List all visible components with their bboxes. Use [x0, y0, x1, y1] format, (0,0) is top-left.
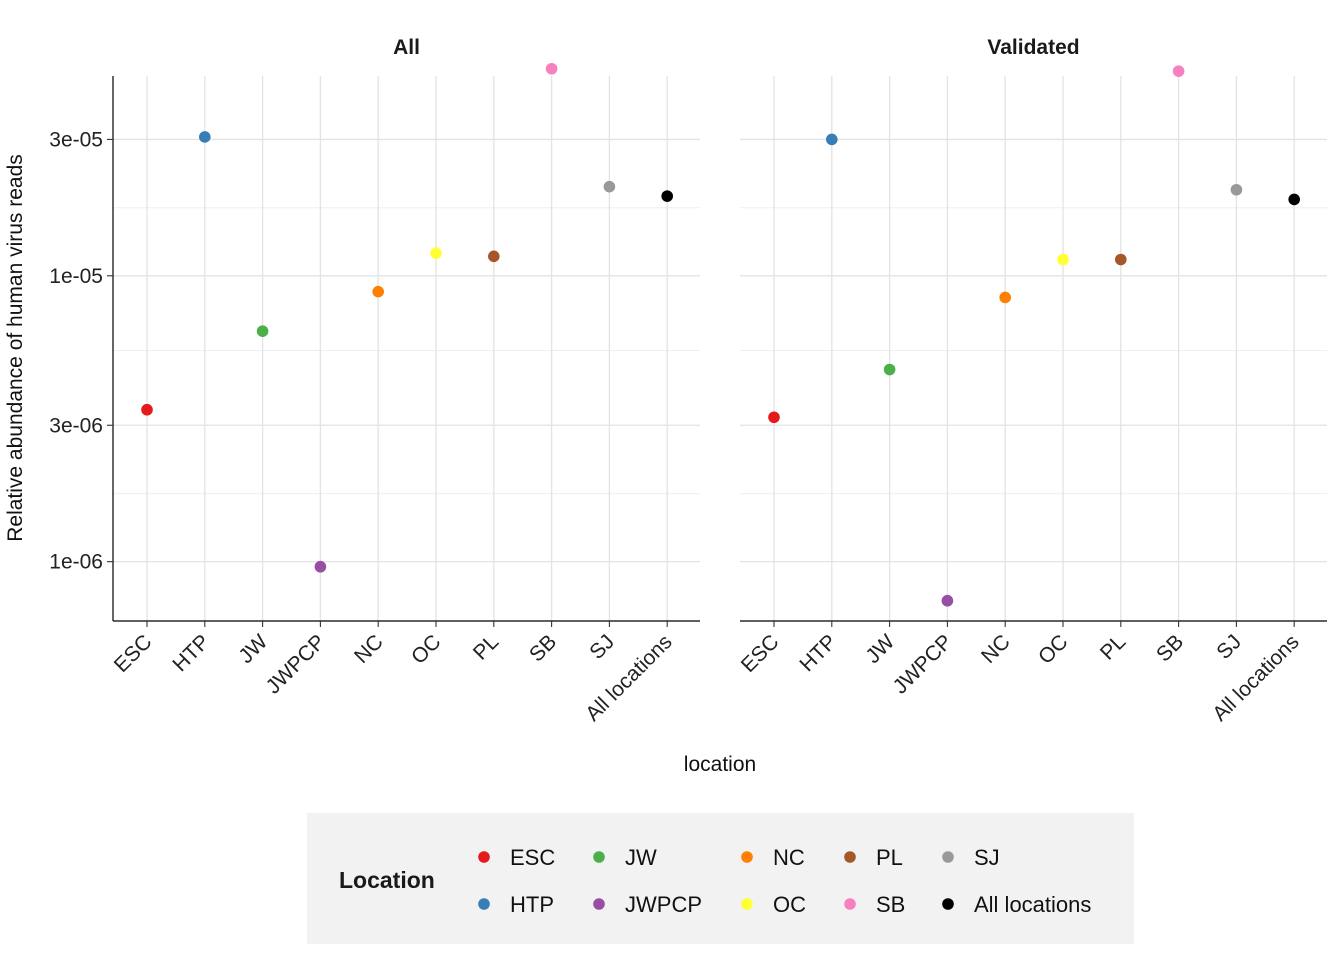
legend-label: PL: [876, 845, 903, 870]
y-tick-label: 3e-06: [49, 414, 103, 437]
x-tick-label: NC: [977, 630, 1015, 668]
data-point-jw: [256, 325, 269, 338]
x-tick-label: JWPCP: [262, 630, 330, 698]
legend-key-nc: [741, 851, 753, 863]
legend-key-jw: [593, 851, 605, 863]
x-tick-label: OC: [407, 630, 446, 669]
data-point-pl: [1115, 253, 1127, 266]
legend-title: Location: [339, 867, 435, 893]
y-tick-label: 3e-05: [49, 128, 103, 151]
data-point-pl: [488, 250, 500, 263]
x-tick-label: HTP: [795, 630, 841, 676]
legend-label: SJ: [974, 845, 1000, 870]
data-point-sb: [545, 62, 558, 75]
x-tick-label: SB: [1152, 630, 1188, 666]
data-point-esc: [141, 403, 153, 416]
data-point-sj: [1230, 183, 1243, 196]
x-tick-label: SJ: [585, 630, 619, 664]
legend-key-sb: [844, 898, 856, 910]
x-tick-label: JW: [861, 630, 899, 668]
x-tick-label: OC: [1034, 630, 1073, 669]
legend-key-oc: [741, 898, 753, 910]
y-tick-label: 1e-06: [49, 551, 103, 574]
legend-background: [307, 813, 1134, 944]
data-point-esc: [768, 411, 780, 424]
x-tick-label: SB: [525, 630, 561, 666]
data-point-htp: [199, 131, 211, 143]
data-point-nc: [372, 285, 385, 298]
legend-label: SB: [876, 892, 905, 917]
data-point-all-locations: [1288, 193, 1300, 206]
x-tick-label: PL: [1096, 630, 1130, 664]
legend-key-pl: [844, 851, 856, 863]
legend: Location ESC HTP JW JWPCP NC OC PL SB SJ All locat…: [307, 813, 1134, 944]
data-point-nc: [999, 291, 1011, 304]
x-tick-label: SJ: [1212, 630, 1246, 664]
data-point-all-locations: [661, 190, 673, 202]
data-point-jwpcp: [314, 560, 327, 573]
legend-label: HTP: [510, 892, 554, 917]
data-point-oc: [1057, 253, 1069, 266]
x-axis-title: location: [684, 753, 756, 776]
x-tick-label: ESC: [110, 630, 157, 677]
legend-label: All locations: [974, 892, 1091, 917]
legend-label: ESC: [510, 845, 555, 870]
data-point-sb: [1172, 65, 1185, 77]
legend-key-sj: [942, 851, 954, 863]
x-tick-label: PL: [469, 630, 503, 664]
data-point-jwpcp: [941, 594, 954, 607]
legend-key-esc: [478, 851, 490, 863]
data-point-sj: [603, 180, 616, 193]
legend-label: NC: [773, 845, 805, 870]
x-tick-label: JW: [234, 630, 272, 668]
panel-title: Validated: [987, 36, 1079, 59]
data-point-htp: [826, 133, 838, 146]
y-tick-label: 1e-05: [49, 265, 103, 288]
x-tick-label: HTP: [168, 630, 214, 676]
legend-label: OC: [773, 892, 806, 917]
data-point-jw: [883, 363, 896, 376]
data-point-oc: [430, 247, 442, 259]
x-tick-label: JWPCP: [889, 630, 957, 698]
legend-label: JWPCP: [625, 892, 702, 917]
x-tick-label: NC: [350, 630, 388, 668]
x-tick-label: ESC: [737, 630, 784, 677]
legend-label: JW: [625, 845, 657, 870]
legend-key-all-locations: [942, 898, 954, 910]
y-axis-title: Relative abundance of human virus reads: [4, 154, 27, 542]
panel-title: All: [393, 36, 420, 59]
legend-key-htp: [478, 898, 490, 910]
legend-key-jwpcp: [593, 898, 605, 910]
